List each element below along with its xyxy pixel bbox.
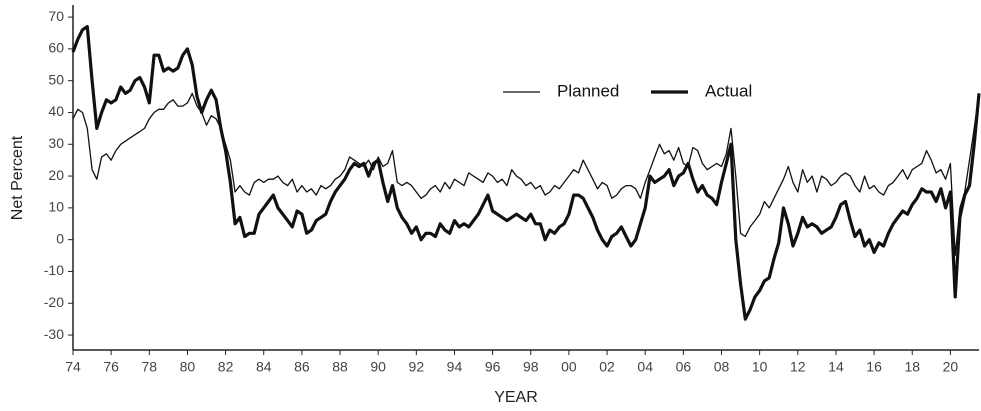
y-tick-label: -10 bbox=[44, 262, 64, 278]
y-tick-label: 60 bbox=[48, 40, 64, 56]
y-tick-label: 30 bbox=[48, 135, 64, 151]
legend-label: Actual bbox=[705, 81, 752, 100]
x-tick-label: 90 bbox=[370, 359, 386, 375]
x-tick-label: 84 bbox=[256, 359, 272, 375]
y-tick-label: -20 bbox=[44, 294, 64, 310]
y-tick-label: 0 bbox=[56, 230, 64, 246]
x-tick-label: 04 bbox=[637, 359, 653, 375]
x-tick-label: 16 bbox=[866, 359, 882, 375]
legend-label: Planned bbox=[557, 81, 619, 100]
y-axis-label: Net Percent bbox=[9, 135, 26, 220]
y-tick-label: 70 bbox=[48, 8, 64, 24]
x-tick-label: 08 bbox=[714, 359, 730, 375]
x-tick-label: 00 bbox=[561, 359, 577, 375]
x-tick-label: 80 bbox=[180, 359, 196, 375]
y-tick-label: 40 bbox=[48, 103, 64, 119]
x-tick-label: 94 bbox=[447, 359, 463, 375]
x-tick-label: 76 bbox=[103, 359, 119, 375]
x-tick-label: 88 bbox=[332, 359, 348, 375]
series-line bbox=[72, 92, 980, 257]
y-tick-label: 50 bbox=[48, 71, 64, 87]
x-tick-label: 14 bbox=[828, 359, 844, 375]
x-tick-label: 12 bbox=[790, 359, 806, 375]
x-tick-label: 82 bbox=[218, 359, 234, 375]
y-tick-label: 20 bbox=[48, 167, 64, 183]
y-tick-label: -30 bbox=[44, 326, 64, 342]
x-tick-label: 96 bbox=[485, 359, 501, 375]
x-tick-label: 10 bbox=[752, 359, 768, 375]
x-tick-label: 92 bbox=[409, 359, 425, 375]
x-tick-label: 18 bbox=[904, 359, 920, 375]
x-tick-label: 74 bbox=[65, 359, 81, 375]
series-line bbox=[71, 25, 981, 321]
x-tick-label: 02 bbox=[599, 359, 615, 375]
x-tick-label: 86 bbox=[294, 359, 310, 375]
y-tick-label: 10 bbox=[48, 199, 64, 215]
x-tick-label: 78 bbox=[142, 359, 158, 375]
x-tick-label: 06 bbox=[676, 359, 692, 375]
x-tick-label: 20 bbox=[943, 359, 959, 375]
x-tick-label: 98 bbox=[523, 359, 539, 375]
x-axis-label: YEAR bbox=[494, 389, 538, 406]
